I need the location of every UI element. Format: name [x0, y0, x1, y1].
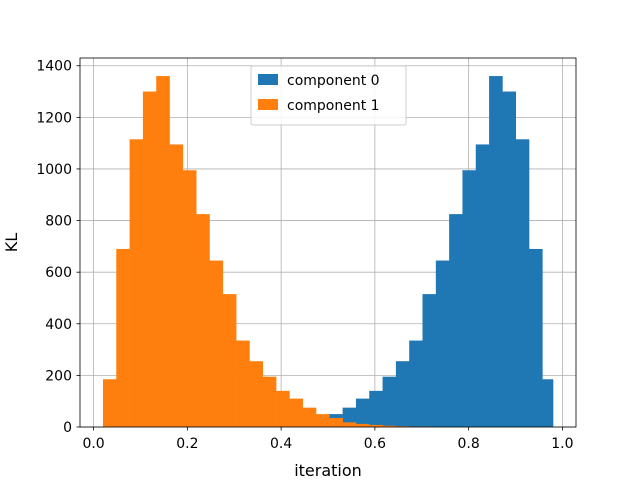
y-tick-label: 200: [45, 368, 72, 384]
axis-ticks: 0.0 0.2 0.4 0.6 0.8 1.0 0 200 400 600 800 1000 1200 1…: [36, 59, 573, 452]
bar-component-1: [102, 379, 117, 427]
y-tick-label: 0: [63, 420, 72, 436]
bar-component-0: [435, 260, 450, 427]
y-tick-label: 800: [45, 214, 72, 230]
bar-component-0: [449, 214, 463, 427]
bar-component-0: [369, 390, 383, 427]
bar-component-1: [382, 425, 397, 427]
bar-component-1: [355, 423, 370, 427]
bar-component-1: [302, 407, 317, 427]
bar-component-1: [116, 248, 130, 427]
bar-component-0: [422, 294, 437, 427]
bar-component-0: [382, 376, 397, 427]
bar-component-0: [395, 361, 410, 427]
bar-component-1: [156, 76, 170, 428]
bar-component-1: [276, 390, 290, 427]
y-tick-label: 1000: [36, 162, 72, 178]
x-tick-label: 0.8: [458, 436, 480, 452]
bar-component-0: [515, 139, 530, 428]
bar-component-1: [236, 340, 250, 427]
legend-label-component-1: component 1: [287, 98, 380, 114]
bar-component-1: [342, 422, 357, 427]
legend: component 0 component 1: [250, 65, 407, 126]
x-tick-label: 0.4: [270, 436, 292, 452]
bar-component-0: [409, 340, 423, 427]
bar-component-1: [249, 361, 264, 427]
y-tick-label: 600: [45, 265, 72, 281]
y-axis-label: KL: [2, 233, 21, 252]
x-tick-label: 0.0: [82, 436, 104, 452]
bar-component-1: [315, 414, 330, 427]
bar-component-0: [489, 76, 503, 428]
bars: [102, 76, 554, 428]
bar-component-1: [209, 260, 224, 427]
x-tick-label: 0.6: [364, 436, 386, 452]
x-tick-label: 0.2: [176, 436, 198, 452]
y-tick-label: 400: [45, 317, 72, 333]
bar-component-1: [262, 376, 277, 427]
bar-component-0: [529, 248, 543, 427]
bar-component-1: [182, 170, 197, 428]
y-tick-label: 1200: [36, 110, 72, 126]
bar-component-1: [196, 214, 210, 427]
bar-component-1: [369, 424, 383, 427]
bar-component-0: [462, 170, 477, 428]
bar-component-1: [289, 398, 303, 427]
bar-component-0: [342, 407, 357, 427]
legend-swatch-component-0: [258, 74, 278, 85]
bar-component-1: [142, 91, 157, 427]
y-tick-label: 1400: [36, 59, 72, 75]
bar-component-0: [355, 398, 370, 427]
plot-frame: [79, 57, 577, 428]
bar-component-1: [329, 417, 343, 427]
bar-component-1: [169, 144, 184, 427]
legend-frame: [250, 65, 407, 126]
bar-component-0: [475, 144, 490, 427]
x-axis-label: iteration: [294, 461, 362, 480]
bar-component-1: [129, 139, 144, 428]
bar-component-0: [542, 379, 554, 427]
legend-swatch-component-1: [258, 99, 278, 110]
bar-component-1: [222, 294, 237, 427]
legend-label-component-0: component 0: [287, 73, 380, 89]
bar-component-0: [502, 91, 517, 427]
x-tick-label: 1.0: [551, 436, 573, 452]
